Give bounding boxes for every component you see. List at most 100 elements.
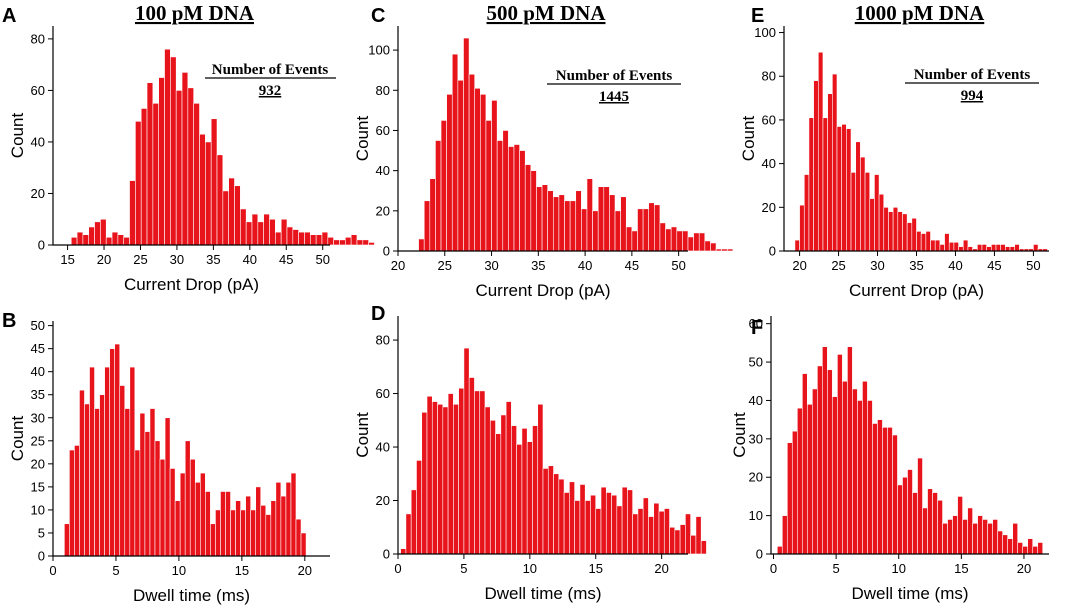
histogram-bar [300, 532, 307, 557]
histogram-bar [286, 226, 294, 246]
histogram-bar [892, 434, 898, 555]
histogram-bar [721, 248, 728, 252]
histogram-bar [558, 194, 565, 252]
histogram-bar [648, 516, 655, 555]
x-tick-label: 20 [97, 252, 111, 267]
histogram-bar [962, 239, 969, 252]
histogram-bar [902, 476, 908, 555]
histogram-bar [135, 121, 142, 246]
y-tick-label: 20 [31, 186, 45, 201]
histogram-bar [574, 500, 581, 555]
y-tick-label: 80 [376, 333, 390, 348]
histogram-bar [553, 473, 560, 555]
histogram-bar [867, 400, 873, 555]
histogram-bar [631, 230, 638, 252]
histogram-bar [654, 204, 661, 252]
panel-letter: E [751, 5, 764, 27]
y-tick-label: 0 [38, 549, 45, 564]
histogram-bar [76, 231, 84, 246]
histogram-bars [70, 48, 375, 246]
histogram-bars [400, 347, 707, 555]
histogram-bar [558, 478, 565, 555]
x-tick-label: 40 [948, 258, 962, 273]
histogram-bar [200, 472, 206, 557]
x-tick-label: 30 [870, 258, 884, 273]
x-axis-ticks: 20 25 30 35 40 45 50 [391, 251, 686, 273]
histogram-bar [995, 244, 1001, 252]
histogram-bar [864, 172, 871, 252]
x-tick-label: 5 [112, 563, 119, 578]
histogram-bar [592, 210, 599, 252]
annotation-value: 994 [961, 88, 984, 104]
histogram-bar [1000, 244, 1006, 252]
y-tick-label: 40 [31, 134, 45, 149]
histogram-bar [521, 428, 528, 555]
histogram-bar [862, 380, 868, 555]
x-axis-ticks: 0 5 10 15 20 [394, 554, 669, 576]
y-tick-label: 60 [376, 123, 390, 138]
x-tick-label: 40 [578, 258, 592, 273]
histogram-bar [463, 347, 470, 555]
histogram-bar [119, 385, 126, 557]
histogram-bar [569, 200, 577, 252]
histogram-bar [614, 210, 621, 252]
x-tick-label: 15 [954, 561, 968, 576]
histogram-bar [285, 481, 292, 557]
histogram-bar [516, 444, 523, 555]
y-tick-label: 60 [31, 83, 45, 98]
histogram-bar [437, 403, 444, 555]
annotation-label: Number of Events [212, 62, 329, 78]
y-axis-ticks: 0 20 40 60 80 [376, 333, 398, 562]
histogram-bar [69, 449, 75, 557]
panel-letter: A [2, 5, 16, 27]
y-tick-label: 60 [762, 112, 776, 127]
histogram-bar [169, 468, 176, 557]
panel-letter: C [371, 5, 385, 27]
histogram-bar [215, 509, 221, 557]
y-tick-label: 100 [368, 43, 390, 58]
histogram-bar [532, 425, 539, 555]
histogram-bar [468, 73, 476, 252]
histogram-bar [670, 226, 678, 252]
panel-title: 100 pM DNA [135, 1, 255, 25]
histogram-bar [808, 117, 814, 252]
histogram-bar [536, 186, 543, 252]
histogram-bar [511, 425, 517, 555]
histogram-bar [653, 502, 660, 555]
histogram-bar [526, 441, 533, 555]
histogram-bar [920, 233, 927, 252]
histogram-bar [304, 231, 311, 246]
histogram-bar [642, 208, 650, 252]
histogram-bar [569, 481, 575, 555]
histogram-bar [991, 244, 997, 252]
x-axis-label: Dwell time (ms) [133, 586, 250, 605]
histogram-bar [290, 472, 297, 557]
histogram-bar [992, 519, 998, 555]
histogram-bar [939, 244, 945, 252]
histogram-bar [637, 208, 644, 252]
histogram-bar [423, 200, 431, 252]
histogram-bar [892, 207, 899, 252]
histogram-bar [70, 236, 78, 246]
histogram-bar [693, 232, 700, 252]
y-tick-label: 0 [38, 238, 45, 253]
histogram-bar [632, 513, 639, 555]
histogram-bar [435, 140, 442, 252]
histogram-bar [298, 231, 305, 246]
histogram-bar [687, 236, 694, 252]
histogram-bar [139, 412, 146, 557]
histogram-bar [295, 518, 302, 557]
histogram-bar [642, 497, 649, 555]
histogram-bar [822, 346, 828, 555]
histogram-bar [547, 190, 554, 252]
histogram-bar [189, 458, 196, 557]
histogram-bar [986, 246, 992, 252]
histogram-bar [1009, 246, 1016, 252]
histogram-bar [453, 403, 459, 555]
histogram-bar [812, 388, 818, 555]
y-tick-label: 80 [762, 69, 776, 84]
x-tick-label: 25 [133, 252, 147, 267]
histogram-bar [463, 37, 470, 252]
x-tick-label: 0 [770, 561, 777, 576]
